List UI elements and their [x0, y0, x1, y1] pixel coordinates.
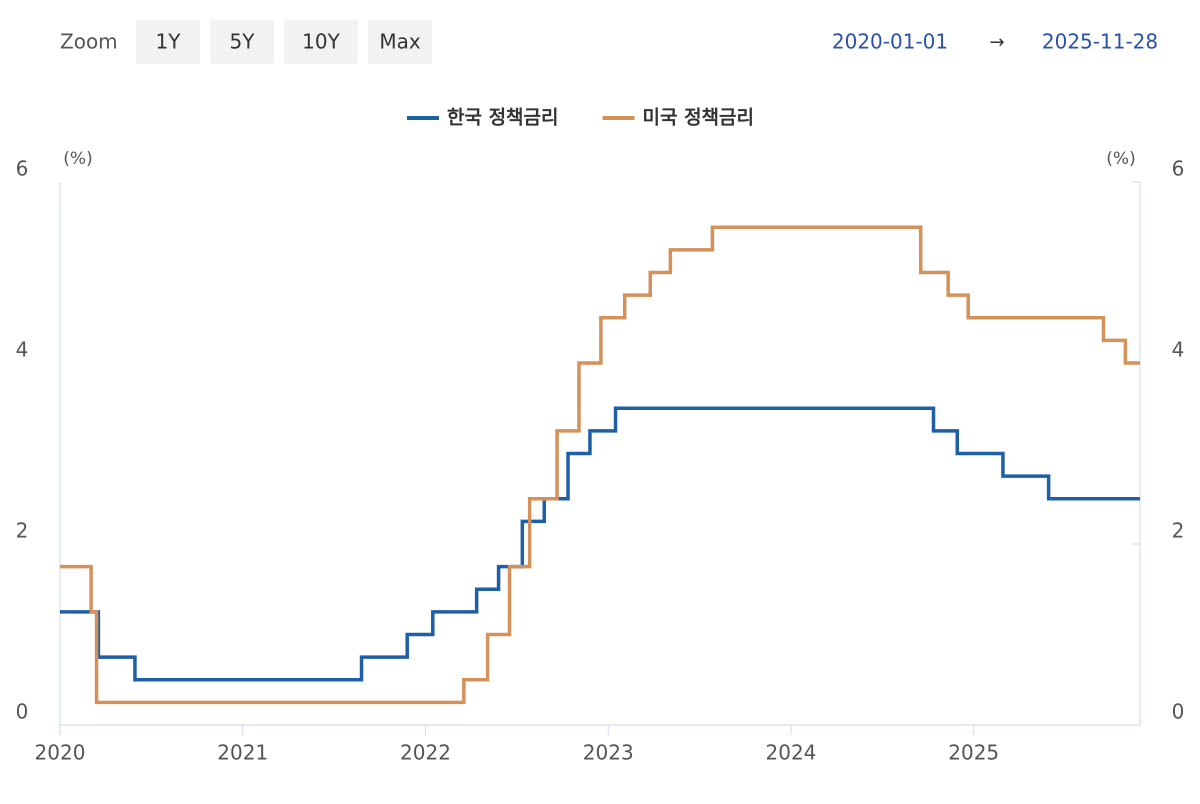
range-start: 2020-01-01 — [832, 30, 948, 54]
zoom-button[interactable]: 10Y — [284, 20, 358, 64]
x-tick-label: 2020 — [35, 741, 86, 765]
legend-label: 미국 정책금리 — [643, 107, 755, 129]
zoom-button[interactable]: Max — [368, 20, 432, 64]
x-tick-label: 2021 — [217, 741, 268, 765]
range-arrow: → — [989, 32, 1004, 53]
y-tick-label: 0 — [16, 700, 29, 724]
zoom-button-bg — [210, 20, 274, 64]
x-tick-label: 2024 — [766, 741, 817, 765]
zoom-button-label: 5Y — [230, 30, 256, 54]
zoom-button[interactable]: 5Y — [210, 20, 274, 64]
zoom-group: 1Y 5Y 10Y Max — [136, 20, 432, 64]
legend-label: 한국 정책금리 — [447, 107, 559, 129]
zoom-button-bg — [368, 20, 432, 64]
y-tick-label: 4 — [16, 338, 29, 362]
range-end: 2025-11-28 — [1042, 30, 1158, 54]
y2-tick-label: 6 — [1172, 157, 1185, 181]
series-line — [60, 225, 1140, 705]
zoom-button-bg — [284, 20, 358, 64]
x-tick-label: 2025 — [948, 741, 999, 765]
zoom-button-label: 1Y — [156, 30, 182, 54]
zoom-button-bg — [136, 20, 200, 64]
y2-tick-label: 0 — [1172, 700, 1185, 724]
y-tick-label: 6 — [16, 157, 29, 181]
y-unit: (%) — [63, 149, 92, 169]
x-tick-label: 2022 — [400, 741, 451, 765]
y-tick-label: 2 — [16, 519, 29, 543]
zoom-label: Zoom — [60, 30, 118, 54]
x-tick-label: 2023 — [583, 741, 634, 765]
zoom-button[interactable]: 1Y — [136, 20, 200, 64]
zoom-button-label: 10Y — [302, 30, 340, 54]
legend: 한국 정책금리 미국 정책금리 — [407, 107, 754, 129]
series-line — [60, 406, 1140, 682]
y2-tick-label: 4 — [1172, 338, 1185, 362]
y2-tick-label: 2 — [1172, 519, 1185, 543]
zoom-button-label: Max — [379, 30, 421, 54]
y2-unit: (%) — [1106, 149, 1135, 169]
